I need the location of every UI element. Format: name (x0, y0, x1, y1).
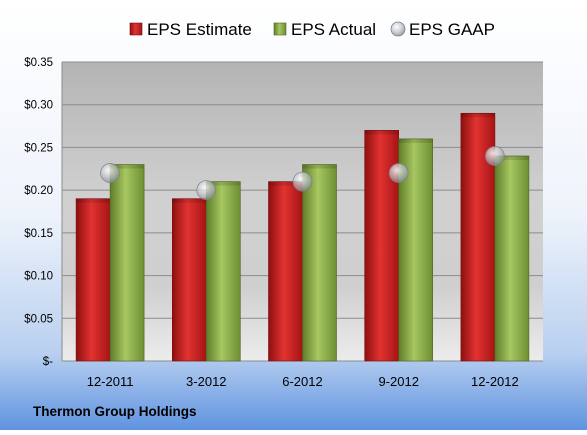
y-axis-tick-labels: $- $0.05 $0.10 $0.15 $0.20 $0.25 $0.30 $0.35 (24, 57, 53, 368)
x-tick-label: 3-2012 (186, 374, 226, 389)
eps-actual-bar (494, 155, 530, 362)
y-tick-label: $0.05 (24, 313, 53, 325)
x-tick-label: 12-2011 (87, 374, 134, 389)
bar-top-shade (268, 181, 303, 186)
bar-top-shade (302, 164, 337, 169)
eps-actual-bar (206, 181, 241, 362)
y-tick-label: $0.15 (24, 228, 53, 240)
eps-estimate-bar (172, 198, 207, 362)
legend: EPS Estimate EPS Actual EPS GAAP (129, 20, 495, 39)
legend-label: EPS Estimate (147, 20, 252, 39)
bar-top-shade (206, 181, 241, 186)
gaap-markers (100, 146, 505, 201)
legend-swatch (390, 21, 406, 37)
y-tick-label: $0.30 (24, 100, 53, 112)
eps-actual-bar (302, 164, 337, 362)
bars (75, 112, 530, 362)
legend-label: EPS GAAP (409, 20, 495, 39)
bar-top-shade (364, 130, 399, 135)
eps-gaap-marker (100, 163, 120, 183)
bar-top-shade (460, 113, 495, 118)
eps-gaap-marker (196, 180, 217, 201)
eps-estimate-bar (268, 181, 303, 362)
y-tick-label: $0.20 (24, 185, 53, 197)
bar-top-shade (398, 138, 433, 143)
x-tick-label: 12-2012 (471, 374, 519, 389)
y-tick-label: $0.10 (24, 271, 53, 283)
bar-top-shade (110, 164, 145, 169)
bar-top-shade (172, 198, 207, 203)
legend-swatch (129, 22, 143, 36)
x-axis-tick-labels: 12-2011 3-2012 6-2012 9-2012 12-2012 (87, 374, 519, 389)
eps-gaap-marker (292, 171, 313, 192)
company-label: Thermon Group Holdings (33, 404, 197, 419)
bar-top-shade (76, 198, 111, 203)
bar-top-shade (494, 155, 529, 160)
eps-gaap-marker (388, 163, 409, 183)
eps-estimate-bar (75, 198, 111, 362)
x-tick-label: 6-2012 (282, 374, 322, 389)
eps-gaap-marker (484, 146, 505, 166)
legend-swatch (273, 22, 287, 36)
eps-actual-bar (109, 164, 145, 362)
legend-label: EPS Actual (291, 20, 376, 39)
y-tick-label: $0.25 (24, 142, 53, 154)
x-tick-label: 9-2012 (378, 374, 418, 389)
y-tick-label: $- (43, 356, 53, 368)
y-tick-label: $0.35 (24, 57, 53, 69)
